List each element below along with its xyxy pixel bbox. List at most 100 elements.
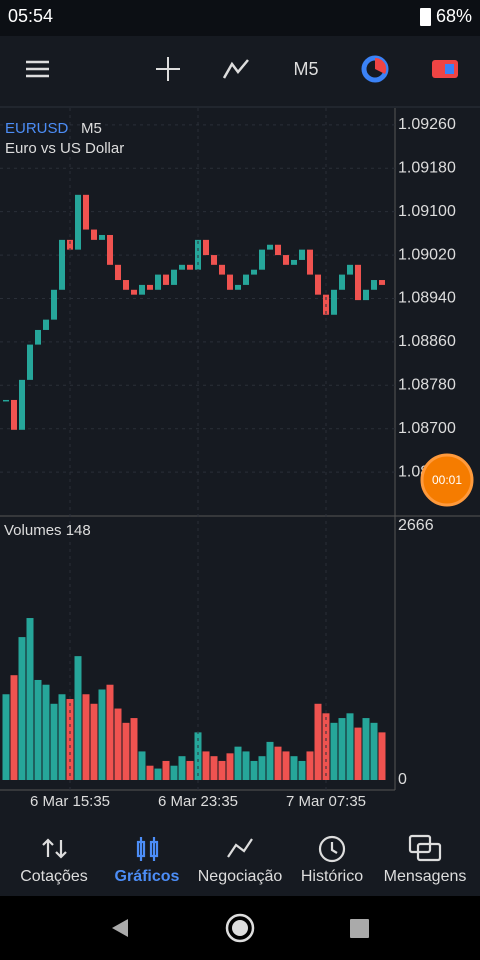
candle bbox=[147, 284, 153, 290]
candle bbox=[27, 344, 33, 380]
y-tick-label: 1.08940 bbox=[398, 290, 456, 307]
volume-bar bbox=[194, 732, 202, 780]
candle bbox=[163, 274, 169, 285]
volume-bar bbox=[50, 703, 58, 780]
volume-bar bbox=[330, 722, 338, 780]
y-tick-label: 1.08700 bbox=[398, 420, 456, 437]
candle bbox=[267, 244, 273, 250]
candle bbox=[131, 289, 137, 295]
nav-labels: Cotações Gráficos Negociação Histórico Mensa… bbox=[20, 868, 466, 885]
volume-bar bbox=[10, 675, 18, 780]
volume-bar bbox=[338, 718, 346, 780]
candle bbox=[251, 269, 257, 275]
nav-label[interactable]: Negociação bbox=[198, 868, 283, 885]
objects-icon-part bbox=[375, 57, 387, 74]
home-button[interactable] bbox=[225, 913, 255, 943]
y-tick-label: 1.08780 bbox=[398, 377, 456, 394]
candle bbox=[219, 264, 225, 275]
candle bbox=[283, 255, 289, 265]
volume-bar bbox=[162, 760, 170, 780]
y-tick-label: 1.09100 bbox=[398, 203, 456, 220]
back-button[interactable] bbox=[112, 919, 128, 937]
volume-bar bbox=[314, 703, 322, 780]
candle bbox=[107, 234, 113, 265]
volume-bar bbox=[130, 718, 138, 780]
volume-bar bbox=[74, 656, 82, 780]
candle bbox=[243, 274, 249, 285]
chart-timeframe: M5 bbox=[81, 120, 102, 137]
candle bbox=[75, 194, 81, 250]
candle bbox=[139, 284, 145, 295]
volume-bar bbox=[218, 760, 226, 780]
crosshair-icon[interactable] bbox=[156, 57, 180, 81]
candle bbox=[299, 249, 305, 260]
symbol[interactable]: EURUSD bbox=[5, 120, 69, 137]
volume-bar bbox=[154, 768, 162, 780]
volume-bar bbox=[58, 694, 66, 780]
volume-title: Volumes 148 bbox=[4, 522, 91, 539]
candle bbox=[371, 280, 377, 290]
candle bbox=[187, 264, 193, 270]
candle bbox=[3, 399, 9, 402]
volume-bar bbox=[98, 689, 106, 780]
volume-bar bbox=[122, 722, 130, 780]
countdown-button[interactable] bbox=[420, 453, 474, 507]
nav-label[interactable]: Gráficos bbox=[115, 868, 180, 885]
candle bbox=[195, 239, 201, 270]
volume-bar bbox=[18, 637, 26, 780]
candle bbox=[155, 274, 161, 290]
candle bbox=[179, 264, 185, 270]
candle bbox=[91, 229, 97, 240]
volume-bar bbox=[178, 756, 186, 780]
y-tick-label: 1.09180 bbox=[398, 159, 456, 176]
volume-bar bbox=[138, 751, 146, 780]
volume-bar bbox=[290, 756, 298, 780]
home-button-dot bbox=[232, 920, 248, 936]
menu-icon[interactable] bbox=[26, 60, 49, 78]
candle bbox=[19, 379, 25, 430]
volume-bar bbox=[210, 756, 218, 780]
symbol-description: Euro vs US Dollar bbox=[5, 140, 124, 157]
candle bbox=[11, 399, 17, 430]
nav-label[interactable]: Histórico bbox=[301, 868, 363, 885]
volume-bar bbox=[170, 765, 178, 780]
volume-bar bbox=[34, 679, 42, 780]
volume-bar bbox=[370, 722, 378, 780]
bottom-nav bbox=[0, 820, 480, 896]
timeframe-button[interactable]: M5 bbox=[293, 59, 318, 79]
nav-label[interactable]: Cotações bbox=[20, 868, 88, 885]
volume-bar bbox=[282, 751, 290, 780]
volume-bar bbox=[106, 684, 114, 780]
candle bbox=[379, 280, 385, 285]
volume-bar bbox=[242, 751, 250, 780]
volume-bar bbox=[298, 760, 306, 780]
battery-level: 68% bbox=[436, 6, 472, 26]
battery-icon bbox=[420, 8, 431, 26]
recents-button[interactable] bbox=[350, 919, 369, 938]
candle bbox=[171, 269, 177, 285]
candle bbox=[307, 249, 313, 275]
volume-bar bbox=[114, 708, 122, 780]
volume-tick-label: 2666 bbox=[398, 517, 434, 534]
volume-bar bbox=[2, 694, 10, 780]
candle bbox=[203, 239, 209, 256]
volume-bar bbox=[186, 760, 194, 780]
volume-bar bbox=[274, 746, 282, 780]
candle bbox=[291, 259, 297, 265]
volume-bar bbox=[346, 713, 354, 780]
volume-bar bbox=[362, 718, 370, 780]
y-tick-label: 1.09260 bbox=[398, 116, 456, 133]
candle bbox=[227, 274, 233, 290]
volume-bar bbox=[146, 765, 154, 780]
nav-label[interactable]: Mensagens bbox=[384, 868, 467, 885]
candle bbox=[115, 264, 121, 281]
candle bbox=[99, 234, 105, 240]
candle bbox=[59, 239, 65, 290]
candle bbox=[67, 239, 73, 250]
indicators-icon[interactable] bbox=[222, 59, 249, 79]
volume-tick-label: 0 bbox=[398, 771, 407, 788]
volume-bar bbox=[378, 732, 386, 780]
candle bbox=[123, 280, 129, 290]
